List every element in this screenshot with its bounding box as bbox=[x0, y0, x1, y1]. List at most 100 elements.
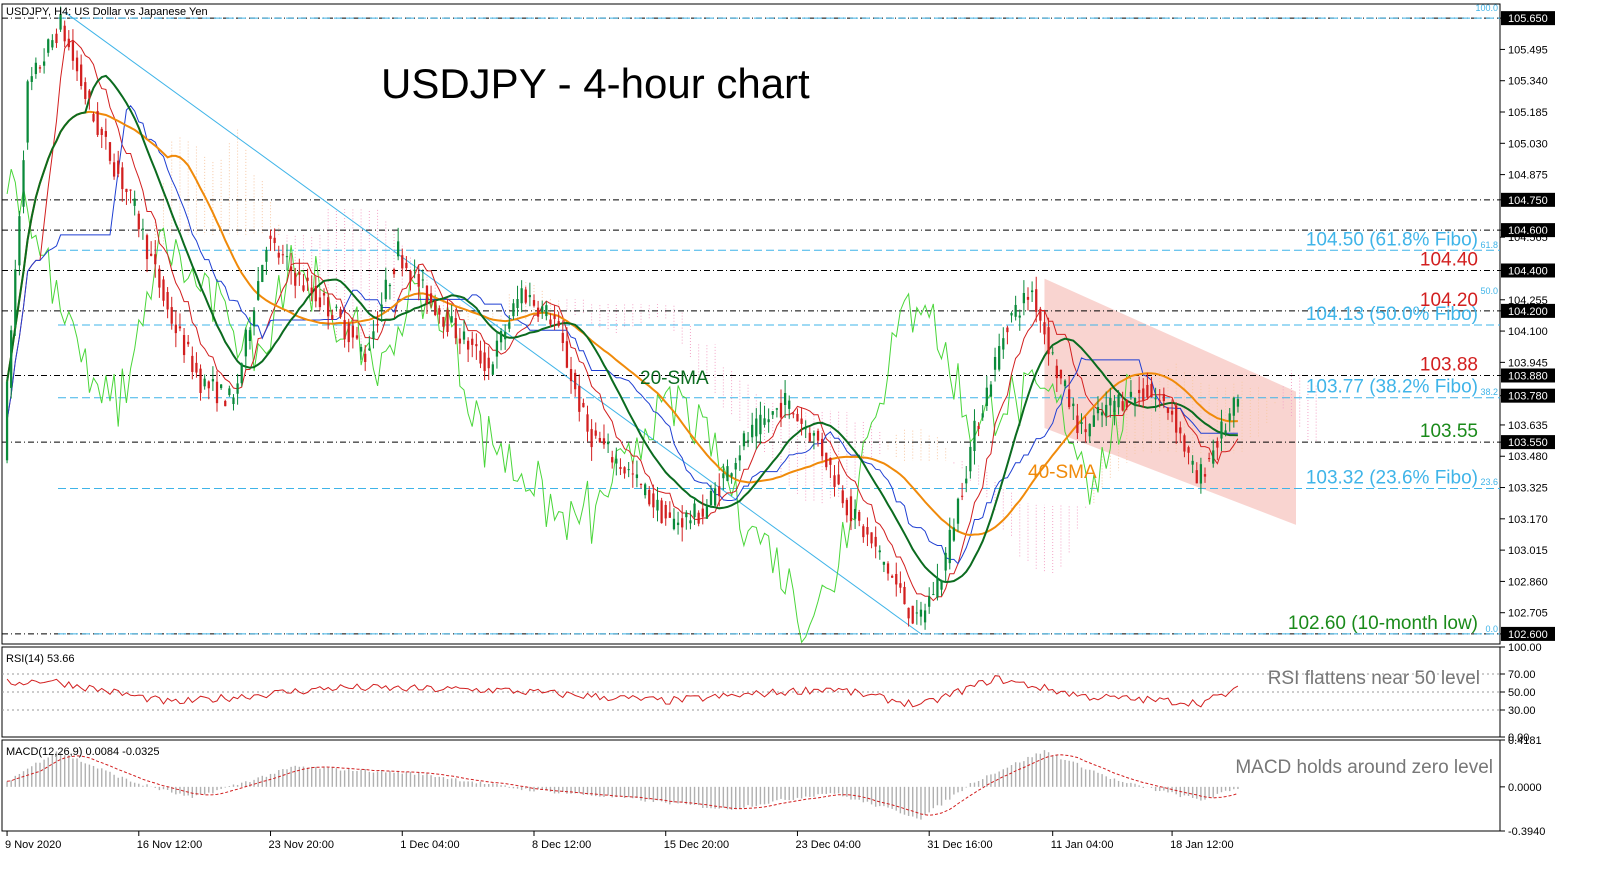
price-tick-label: 103.480 bbox=[1508, 451, 1548, 463]
candle-body bbox=[1002, 338, 1005, 350]
macd-signal-line bbox=[7, 754, 1239, 816]
candle-body bbox=[812, 433, 816, 436]
candle-body bbox=[195, 362, 198, 373]
candle-body bbox=[541, 306, 544, 313]
candle-body bbox=[713, 488, 717, 506]
price-tick-label: 104.200 bbox=[1508, 306, 1548, 318]
candle-body bbox=[998, 346, 1001, 370]
candle-body bbox=[446, 309, 449, 333]
candle-body bbox=[512, 303, 515, 317]
candle-body bbox=[788, 400, 791, 409]
candle-body bbox=[55, 33, 58, 44]
price-tick-label: 105.495 bbox=[1508, 44, 1548, 56]
candle-body bbox=[569, 369, 573, 382]
candle-body bbox=[989, 384, 993, 397]
candle-body bbox=[5, 381, 9, 461]
candle-body bbox=[627, 469, 630, 471]
candle-body bbox=[615, 458, 618, 464]
candle-body bbox=[170, 307, 173, 324]
candle-body bbox=[281, 254, 285, 256]
price-tag-bg bbox=[1501, 626, 1555, 641]
candle-body bbox=[1113, 400, 1116, 413]
fibo-tag-618: 61.8 bbox=[1480, 240, 1498, 250]
candle-body bbox=[129, 189, 132, 191]
rsi-tick-label: 70.00 bbox=[1508, 669, 1536, 681]
candle-body bbox=[697, 512, 700, 524]
candle-body bbox=[944, 552, 947, 571]
candle-body bbox=[67, 38, 70, 48]
price-tag-bg bbox=[1501, 11, 1555, 26]
candle-body bbox=[1063, 380, 1067, 387]
candle-body bbox=[434, 300, 437, 315]
candle-body bbox=[508, 322, 511, 329]
candle-body bbox=[956, 498, 960, 524]
candle-body bbox=[84, 82, 87, 99]
candle-body bbox=[565, 341, 569, 368]
candle-body bbox=[668, 512, 671, 518]
candle-body bbox=[874, 536, 877, 547]
candle-body bbox=[742, 433, 746, 447]
candle-body bbox=[199, 368, 202, 394]
time-tick-label: 31 Dec 16:00 bbox=[927, 839, 992, 851]
price-tick-label: 103.880 bbox=[1508, 370, 1548, 382]
rsi-tick-label: 100.00 bbox=[1508, 642, 1542, 654]
candle-body bbox=[310, 287, 313, 294]
candle-body bbox=[726, 466, 729, 482]
candle-body bbox=[759, 414, 762, 435]
candle-body bbox=[689, 520, 692, 524]
candle-body bbox=[1018, 315, 1021, 318]
kijun-line bbox=[6, 105, 1238, 565]
price-tick-label: 102.860 bbox=[1508, 576, 1548, 588]
level-label: 104.13 (50.0% Fibo) bbox=[1306, 304, 1478, 325]
candle-body bbox=[973, 420, 976, 452]
candle-body bbox=[454, 318, 457, 339]
candle-body bbox=[30, 76, 33, 82]
candle-body bbox=[886, 563, 890, 574]
candle-body bbox=[816, 430, 820, 441]
candle-body bbox=[1080, 422, 1083, 424]
candle-body bbox=[804, 428, 807, 430]
candle-body bbox=[215, 381, 219, 404]
price-tick-label: 104.565 bbox=[1508, 232, 1548, 244]
candle-body bbox=[298, 272, 301, 275]
candle-body bbox=[277, 252, 280, 258]
candle-body bbox=[948, 529, 951, 564]
candle-body bbox=[1047, 327, 1050, 355]
candle-body bbox=[252, 311, 256, 327]
candle-body bbox=[1175, 405, 1178, 433]
candle-body bbox=[63, 25, 66, 42]
candle-body bbox=[96, 111, 99, 135]
candle-body bbox=[289, 266, 293, 271]
candle-body bbox=[121, 167, 124, 190]
candle-body bbox=[462, 331, 466, 340]
main-pane-frame bbox=[1, 3, 1501, 645]
candle-body bbox=[150, 253, 153, 256]
candle-body bbox=[273, 237, 276, 244]
candle-body bbox=[376, 324, 379, 326]
macd-tick-label: -0.3940 bbox=[1508, 826, 1545, 838]
candle-body bbox=[487, 357, 490, 369]
price-tick-label: 103.780 bbox=[1508, 391, 1548, 403]
candle-body bbox=[796, 413, 799, 422]
candle-body bbox=[1092, 415, 1095, 427]
candle-body bbox=[425, 285, 429, 304]
candle-body bbox=[248, 330, 252, 342]
downtrend-line bbox=[64, 11, 922, 635]
candle-body bbox=[936, 577, 939, 598]
candle-body bbox=[755, 418, 758, 437]
candle-body bbox=[606, 441, 610, 445]
trend-line bbox=[64, 11, 922, 635]
candle-body bbox=[586, 414, 589, 432]
channel-fill bbox=[1044, 278, 1296, 525]
candle-body bbox=[821, 438, 824, 457]
price-axis: 105.650 105.495 105.340 105.185 105.030 104.8… bbox=[1500, 11, 1555, 641]
candle-body bbox=[1212, 450, 1215, 464]
candle-body bbox=[923, 610, 927, 623]
price-levels bbox=[2, 17, 1500, 635]
candle-body bbox=[178, 326, 182, 329]
time-tick-label: 1 Dec 04:00 bbox=[400, 839, 459, 851]
candle-body bbox=[524, 289, 527, 303]
candle-body bbox=[977, 425, 980, 430]
price-tick-label: 103.015 bbox=[1508, 545, 1548, 557]
